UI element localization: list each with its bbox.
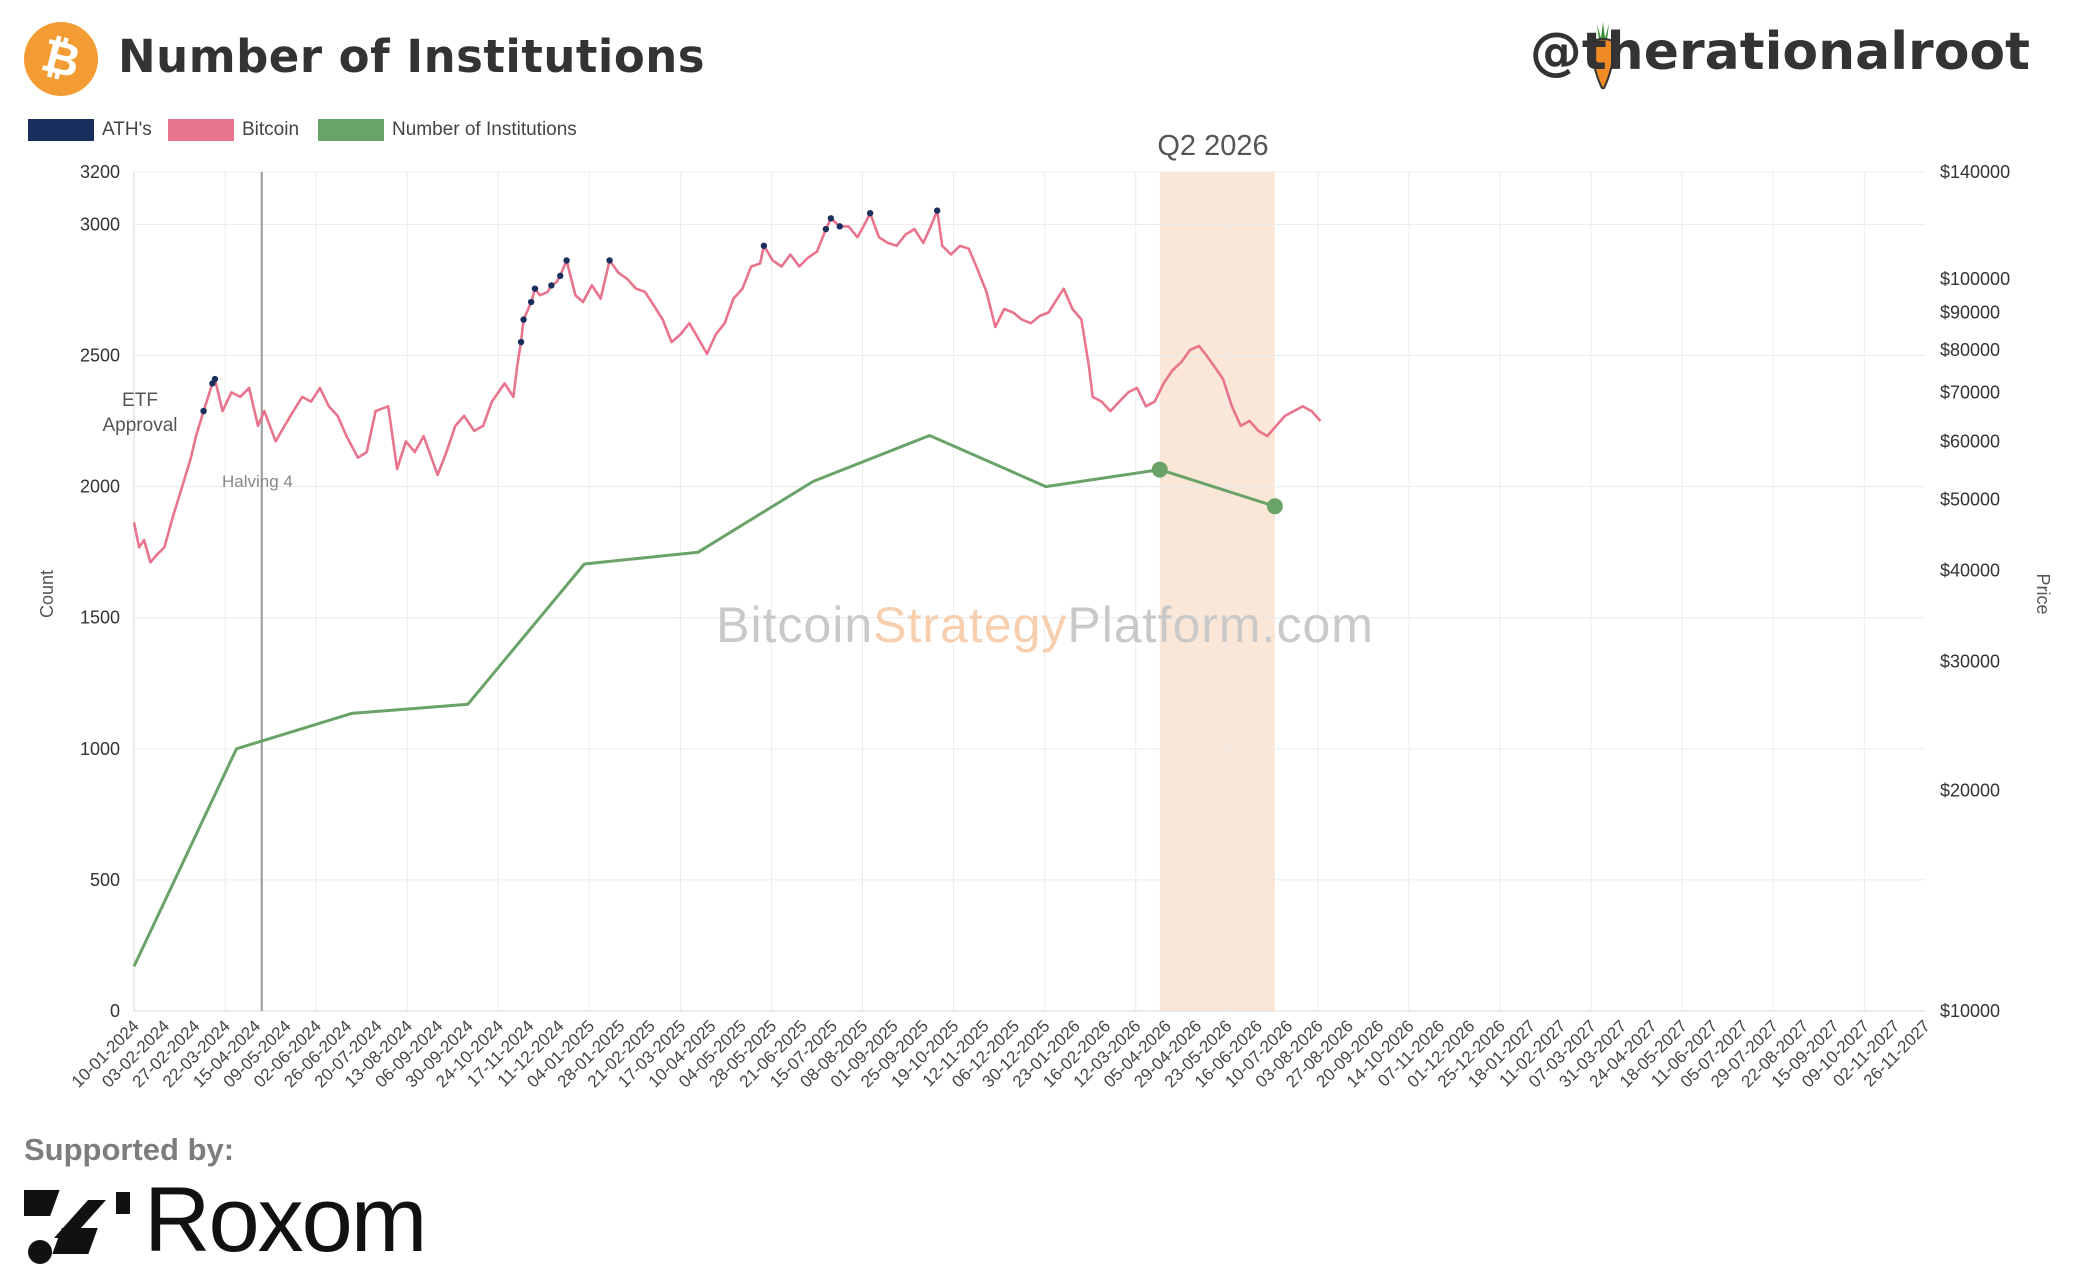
ath-point xyxy=(211,375,219,383)
institutions-chart: BitcoinStrategyPlatform.com 10-01-202403… xyxy=(37,130,2053,1091)
y-right-tick-label: $10000 xyxy=(1940,1001,2000,1021)
legend-item-ath[interactable]: ATH's xyxy=(28,118,152,142)
ath-point xyxy=(760,242,768,249)
y-left-tick-label: 2500 xyxy=(80,346,120,366)
bitcoin-price-line xyxy=(132,209,1322,564)
watermark-part1: Bitcoin xyxy=(716,597,873,653)
ath-point xyxy=(827,215,835,222)
ath-point xyxy=(822,225,830,233)
y-right-tick-label: $80000 xyxy=(1940,340,2000,360)
y-right-axis-title: Price xyxy=(2033,573,2053,614)
y-right-tick-label: $90000 xyxy=(1940,302,2000,322)
ath-point xyxy=(527,298,535,306)
legend-label-institutions: Number of Institutions xyxy=(392,119,577,140)
ath-point xyxy=(531,285,539,292)
ath-point xyxy=(517,338,525,346)
legend-item-bitcoin[interactable]: Bitcoin xyxy=(168,118,299,142)
watermark-part3: Platform.com xyxy=(1067,597,1374,653)
y-left-tick-label: 0 xyxy=(110,1001,120,1021)
ath-point xyxy=(557,272,564,280)
author-handle: @therationalroot xyxy=(1529,22,2030,82)
page-title: Number of Institutions xyxy=(118,30,706,83)
legend-swatch-bitcoin xyxy=(168,118,234,141)
q2-band-label: Q2 2026 xyxy=(1157,130,1268,162)
y-right-tick-label: $20000 xyxy=(1940,781,2000,801)
legend-swatch-institutions xyxy=(318,118,384,141)
legend-swatch-ath xyxy=(28,118,94,141)
halving-annotation: Halving 4 xyxy=(222,472,293,491)
ath-point xyxy=(563,257,570,264)
q2-highlight-band xyxy=(1159,172,1275,1011)
y-right-tick-label: $40000 xyxy=(1940,560,2000,580)
y-right-tick-label: $60000 xyxy=(1940,431,2000,451)
y-left-tick-label: 3000 xyxy=(80,214,120,234)
y-left-tick-label: 3200 xyxy=(80,162,120,182)
ath-point xyxy=(866,209,874,217)
watermark: BitcoinStrategyPlatform.com xyxy=(716,597,1374,653)
y-left-axis-title: Count xyxy=(37,570,57,618)
header: ₿ Number of Institutions @therationalroo… xyxy=(0,0,2080,110)
sponsor-name: Roxom xyxy=(144,1169,427,1271)
ath-point xyxy=(200,407,207,415)
institutions-line xyxy=(132,434,1276,968)
ath-point xyxy=(520,316,527,323)
y-left-tick-label: 1500 xyxy=(80,608,120,628)
etf-annotation-line1: ETF xyxy=(122,390,158,411)
y-right-tick-label: $30000 xyxy=(1940,652,2000,672)
legend-item-institutions[interactable]: Number of Institutions xyxy=(318,118,577,142)
watermark-part2: Strategy xyxy=(873,597,1067,653)
y-right-tick-label: $50000 xyxy=(1940,489,2000,509)
ath-point xyxy=(836,223,843,230)
y-left-tick-label: 2000 xyxy=(80,477,120,497)
y-right-tick-label: $70000 xyxy=(1940,382,2000,402)
carrot-icon xyxy=(1589,22,1617,90)
ath-point xyxy=(606,257,613,264)
legend-label-bitcoin: Bitcoin xyxy=(242,119,300,140)
y-right-tick-label: $140000 xyxy=(1940,162,2010,182)
ath-point xyxy=(933,207,941,214)
institutions-marker[interactable] xyxy=(1151,461,1168,478)
etf-annotation-line2: Approval xyxy=(103,415,178,436)
y-left-tick-label: 500 xyxy=(90,870,120,890)
y-left-tick-label: 1000 xyxy=(80,739,120,759)
bitcoin-logo-icon: ₿ xyxy=(24,22,98,96)
roxom-mark-icon xyxy=(24,1190,130,1264)
ath-point xyxy=(548,282,555,289)
supported-by-label: Supported by: xyxy=(24,1132,235,1167)
y-right-tick-label: $100000 xyxy=(1940,269,2010,289)
institutions-marker[interactable] xyxy=(1266,498,1283,515)
legend-label-ath: ATH's xyxy=(102,119,152,140)
